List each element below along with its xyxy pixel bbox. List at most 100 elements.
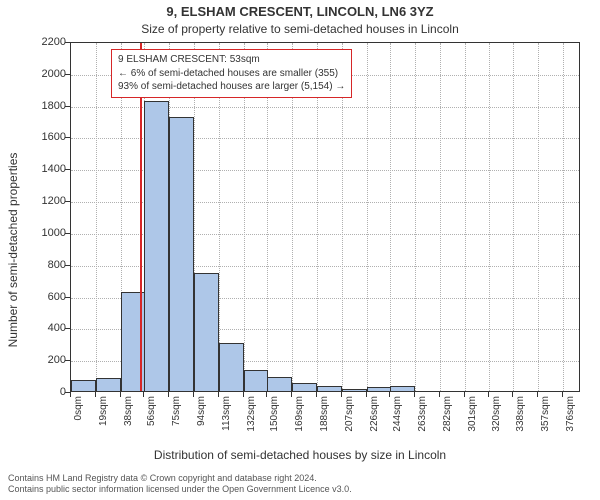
y-tick-mark	[65, 74, 70, 75]
histogram-bar	[367, 387, 392, 391]
x-tick-label: 338sqm	[515, 396, 526, 432]
footer-line-1: Contains HM Land Registry data © Crown c…	[8, 473, 352, 485]
x-tick-mark	[537, 392, 538, 397]
x-tick-label: 94sqm	[196, 396, 207, 426]
histogram-bar	[144, 101, 169, 391]
x-tick-label: 301sqm	[467, 396, 478, 432]
x-tick-mark	[168, 392, 169, 397]
x-tick-mark	[291, 392, 292, 397]
gridline-v	[367, 43, 368, 391]
x-tick-mark	[414, 392, 415, 397]
y-tick-mark	[65, 233, 70, 234]
y-tick-label: 1400	[26, 163, 66, 175]
x-tick-mark	[193, 392, 194, 397]
x-tick-label: 56sqm	[146, 396, 157, 426]
y-tick-mark	[65, 328, 70, 329]
x-tick-label: 188sqm	[319, 396, 330, 432]
footer-text: Contains HM Land Registry data © Crown c…	[8, 473, 352, 496]
y-tick-label: 2000	[26, 68, 66, 80]
histogram-bar	[194, 273, 219, 391]
x-tick-mark	[439, 392, 440, 397]
histogram-bar	[169, 117, 194, 391]
y-tick-mark	[65, 297, 70, 298]
gridline-v	[96, 43, 97, 391]
x-tick-mark	[95, 392, 96, 397]
x-tick-mark	[243, 392, 244, 397]
y-tick-mark	[65, 106, 70, 107]
x-tick-mark	[464, 392, 465, 397]
y-tick-label: 400	[26, 322, 66, 334]
histogram-bar	[71, 380, 96, 391]
x-tick-mark	[366, 392, 367, 397]
x-tick-mark	[70, 392, 71, 397]
histogram-bar	[244, 370, 269, 391]
annotation-line-2: ← 6% of semi-detached houses are smaller…	[118, 67, 345, 81]
x-tick-label: 38sqm	[123, 396, 134, 426]
gridline-v	[538, 43, 539, 391]
y-tick-label: 1600	[26, 131, 66, 143]
y-tick-mark	[65, 137, 70, 138]
x-tick-label: 169sqm	[294, 396, 305, 432]
y-tick-mark	[65, 360, 70, 361]
x-tick-mark	[341, 392, 342, 397]
x-tick-label: 113sqm	[221, 396, 232, 431]
y-tick-label: 2200	[26, 36, 66, 48]
y-tick-label: 200	[26, 354, 66, 366]
x-tick-mark	[512, 392, 513, 397]
gridline-v	[415, 43, 416, 391]
histogram-bar	[292, 383, 317, 391]
y-tick-label: 1200	[26, 195, 66, 207]
y-tick-label: 1800	[26, 100, 66, 112]
x-tick-mark	[266, 392, 267, 397]
y-tick-mark	[65, 201, 70, 202]
x-tick-mark	[143, 392, 144, 397]
histogram-bar	[96, 378, 121, 391]
x-tick-label: 132sqm	[246, 396, 257, 432]
y-tick-label: 600	[26, 291, 66, 303]
histogram-bar	[317, 386, 342, 391]
histogram-bar	[267, 377, 292, 391]
x-tick-label: 0sqm	[73, 396, 84, 420]
x-tick-label: 244sqm	[392, 396, 403, 432]
x-axis-label: Distribution of semi-detached houses by …	[0, 448, 600, 462]
x-tick-label: 207sqm	[344, 396, 355, 432]
x-tick-label: 320sqm	[491, 396, 502, 432]
gridline-v	[513, 43, 514, 391]
y-tick-label: 800	[26, 259, 66, 271]
y-tick-label: 1000	[26, 227, 66, 239]
x-tick-label: 19sqm	[98, 396, 109, 426]
histogram-bar	[390, 386, 415, 391]
plot-area: 9 ELSHAM CRESCENT: 53sqm ← 6% of semi-de…	[70, 42, 580, 392]
y-tick-mark	[65, 169, 70, 170]
x-tick-label: 282sqm	[442, 396, 453, 432]
annotation-line-3: 93% of semi-detached houses are larger (…	[118, 80, 345, 94]
y-tick-mark	[65, 42, 70, 43]
gridline-v	[489, 43, 490, 391]
gridline-v	[563, 43, 564, 391]
x-tick-label: 75sqm	[171, 396, 182, 426]
x-tick-label: 150sqm	[269, 396, 280, 432]
gridline-v	[390, 43, 391, 391]
histogram-bar	[342, 389, 367, 391]
y-tick-label: 0	[26, 386, 66, 398]
histogram-bar	[219, 343, 244, 391]
x-tick-mark	[488, 392, 489, 397]
footer-line-2: Contains public sector information licen…	[8, 484, 352, 496]
x-tick-label: 376sqm	[565, 396, 576, 432]
gridline-v	[440, 43, 441, 391]
x-tick-label: 357sqm	[540, 396, 551, 432]
gridline-v	[465, 43, 466, 391]
y-tick-mark	[65, 265, 70, 266]
x-tick-mark	[389, 392, 390, 397]
chart-title: 9, ELSHAM CRESCENT, LINCOLN, LN6 3YZ	[0, 4, 600, 19]
x-tick-mark	[562, 392, 563, 397]
annotation-box: 9 ELSHAM CRESCENT: 53sqm ← 6% of semi-de…	[111, 49, 352, 98]
x-tick-label: 226sqm	[369, 396, 380, 432]
x-tick-mark	[120, 392, 121, 397]
x-tick-mark	[218, 392, 219, 397]
annotation-line-1: 9 ELSHAM CRESCENT: 53sqm	[118, 53, 345, 67]
x-tick-label: 263sqm	[417, 396, 428, 432]
chart-container: 9, ELSHAM CRESCENT, LINCOLN, LN6 3YZ Siz…	[0, 0, 600, 500]
x-tick-mark	[316, 392, 317, 397]
chart-subtitle: Size of property relative to semi-detach…	[0, 22, 600, 36]
